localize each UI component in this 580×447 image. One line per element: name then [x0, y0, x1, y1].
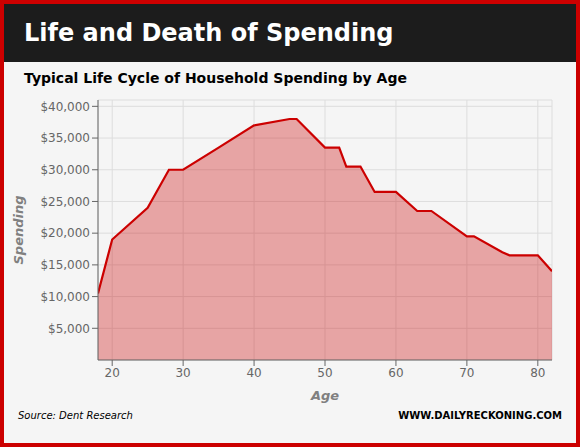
html-text:Typical Life Cycle of Househol: Typical Life Cycle of Household Spending… — [24, 70, 407, 86]
svg-text:Spending: Spending — [11, 195, 26, 264]
svg-text:40: 40 — [246, 366, 261, 380]
svg-text:$10,000: $10,000 — [40, 290, 90, 304]
svg-text:$25,000: $25,000 — [40, 195, 90, 209]
html-text:WWW.DAILYRECKONING.COM: WWW.DAILYRECKONING.COM — [398, 410, 562, 421]
svg-text:20: 20 — [105, 366, 120, 380]
svg-text:$40,000: $40,000 — [40, 100, 90, 114]
svg-text:50: 50 — [317, 366, 332, 380]
svg-text:80: 80 — [530, 366, 545, 380]
html-text:Life and Death of Spending: Life and Death of Spending — [24, 19, 394, 47]
html-text:Source: Dent Research: Source: Dent Research — [18, 410, 133, 421]
svg-text:$15,000: $15,000 — [40, 258, 90, 272]
svg-text:Age: Age — [310, 388, 339, 403]
svg-text:70: 70 — [459, 366, 474, 380]
svg-text:$5,000: $5,000 — [48, 322, 90, 336]
svg-text:$30,000: $30,000 — [40, 163, 90, 177]
svg-text:30: 30 — [175, 366, 190, 380]
svg-text:$35,000: $35,000 — [40, 131, 90, 145]
svg-text:60: 60 — [388, 366, 403, 380]
svg-text:$20,000: $20,000 — [40, 226, 90, 240]
